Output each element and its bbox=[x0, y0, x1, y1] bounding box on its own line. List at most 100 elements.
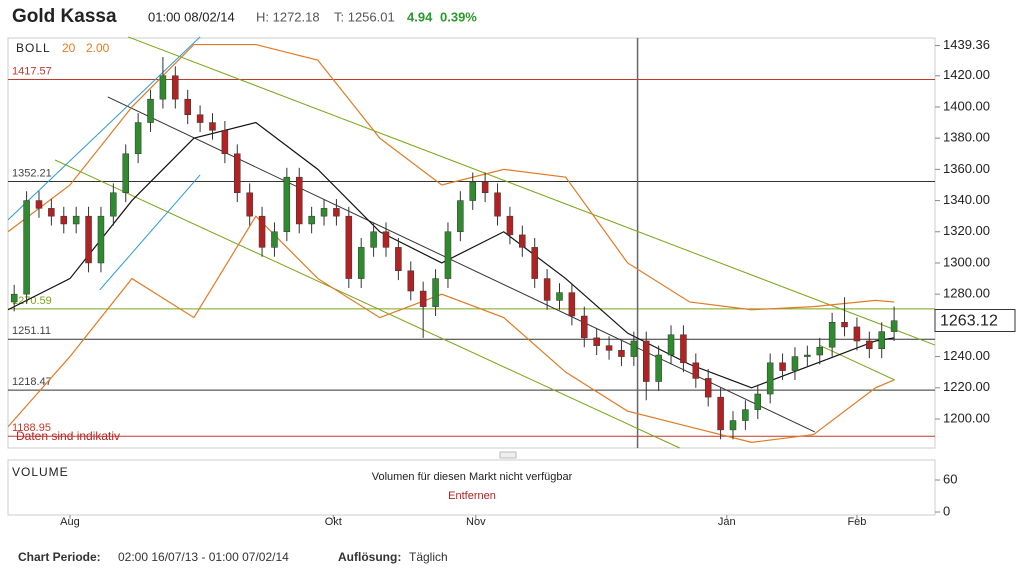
y-tick-label: 1280.00 bbox=[943, 286, 990, 301]
candle-body bbox=[159, 75, 167, 100]
candle-body bbox=[742, 409, 749, 421]
candle-body bbox=[890, 320, 898, 332]
candle-body bbox=[35, 200, 43, 209]
candle-body bbox=[791, 356, 799, 371]
y-tick-label: 1220.00 bbox=[943, 379, 990, 394]
volume-title: VOLUME bbox=[12, 465, 69, 479]
candle-body bbox=[196, 114, 204, 123]
candle-body bbox=[184, 98, 191, 116]
candle-body bbox=[642, 340, 650, 382]
price-panel bbox=[7, 37, 936, 449]
candle-body bbox=[667, 334, 675, 356]
volume-y-tick-label: 60 bbox=[943, 471, 957, 486]
candle-body bbox=[506, 215, 514, 236]
change-pct: 0.39% bbox=[440, 9, 477, 24]
candle-body bbox=[457, 200, 464, 233]
y-tick-label: 1340.00 bbox=[943, 192, 990, 207]
indicator-period: 20 bbox=[62, 41, 76, 55]
timestamp: 01:00 08/02/14 bbox=[148, 9, 235, 24]
candle-body bbox=[370, 231, 377, 248]
candle-body bbox=[221, 130, 229, 155]
candle-body bbox=[680, 334, 687, 364]
y-tick-label: 1420.00 bbox=[943, 67, 990, 82]
candle-body bbox=[234, 153, 241, 194]
candle-body bbox=[816, 346, 823, 356]
candle-body bbox=[308, 215, 315, 225]
candle-body bbox=[878, 331, 885, 350]
candle-body bbox=[866, 340, 873, 350]
candle-body bbox=[729, 420, 737, 431]
panel-splitter[interactable] bbox=[499, 451, 517, 459]
candle-body bbox=[97, 215, 105, 264]
candle-body bbox=[692, 362, 700, 379]
x-tick-label: Okt bbox=[325, 516, 342, 528]
trend-line bbox=[54, 159, 680, 449]
candle-body bbox=[432, 278, 439, 307]
candle-body bbox=[519, 234, 526, 248]
volume-y-tick-label: 0 bbox=[943, 503, 950, 518]
last-price: 1263.12 bbox=[940, 313, 998, 330]
candle-body bbox=[209, 122, 216, 131]
candle-body bbox=[804, 354, 811, 357]
candle-body bbox=[147, 98, 154, 123]
period-label: Chart Periode: bbox=[18, 550, 101, 564]
candle-body bbox=[122, 153, 129, 194]
candle-body bbox=[271, 231, 278, 248]
candle-body bbox=[630, 340, 638, 357]
candle-body bbox=[419, 290, 427, 307]
candle-body bbox=[172, 75, 179, 100]
indicator-name: BOLL bbox=[16, 41, 51, 55]
resolution: Täglich bbox=[409, 550, 448, 564]
candle-body bbox=[469, 181, 476, 201]
x-tick-label: Aug bbox=[60, 516, 80, 528]
candle-body bbox=[10, 293, 18, 303]
candle-body bbox=[593, 337, 600, 346]
volume-message: Volumen für diesen Markt nicht verfügbar bbox=[372, 471, 573, 483]
candle-body bbox=[258, 215, 266, 248]
high-label: H: 1272.18 bbox=[256, 9, 320, 24]
y-tick-label: 1300.00 bbox=[943, 254, 990, 269]
candle-body bbox=[110, 192, 117, 217]
candle-body bbox=[60, 215, 68, 225]
resolution-label: Auflösung: bbox=[338, 550, 401, 564]
candle-body bbox=[320, 208, 328, 217]
low-label: T: 1256.01 bbox=[334, 9, 395, 24]
candle-body bbox=[531, 247, 538, 279]
trend-line bbox=[99, 174, 201, 291]
indicator-width: 2.00 bbox=[86, 41, 110, 55]
candle-body bbox=[295, 176, 303, 225]
y-tick-label: 1240.00 bbox=[943, 348, 990, 363]
candle-body bbox=[779, 362, 786, 371]
period: 02:00 16/07/13 - 01:00 07/02/14 bbox=[118, 550, 289, 564]
level-label: 1188.95 bbox=[12, 422, 51, 434]
candle-body bbox=[85, 215, 92, 264]
remove-link[interactable]: Entfernen bbox=[448, 490, 496, 502]
candle-body bbox=[618, 350, 625, 357]
last-price-box bbox=[934, 309, 1016, 333]
y-tick-label: 1380.00 bbox=[943, 130, 990, 145]
candle-body bbox=[605, 345, 613, 351]
candle-body bbox=[655, 354, 662, 382]
candle-body bbox=[481, 181, 489, 194]
candle-body bbox=[766, 362, 774, 395]
volume-panel bbox=[7, 459, 936, 516]
candle-body bbox=[494, 192, 501, 217]
level-label: 1218.47 bbox=[12, 376, 52, 388]
candle-body bbox=[543, 278, 551, 301]
chart-title: Gold Kassa bbox=[12, 6, 117, 27]
candle-body bbox=[333, 208, 340, 217]
y-tick-label: 1360.00 bbox=[943, 161, 990, 176]
candle-body bbox=[828, 322, 836, 348]
y-tick-label: 1439.36 bbox=[943, 37, 990, 52]
candle-body bbox=[556, 292, 563, 301]
candle-body bbox=[754, 393, 762, 410]
candle-body bbox=[581, 315, 588, 339]
candle-body bbox=[853, 326, 861, 342]
candle-body bbox=[23, 200, 30, 295]
x-tick-label: Nov bbox=[466, 516, 486, 528]
candle-body bbox=[444, 231, 452, 279]
candle-body bbox=[841, 322, 848, 328]
candle-body bbox=[395, 247, 402, 272]
candle-body bbox=[283, 176, 291, 233]
